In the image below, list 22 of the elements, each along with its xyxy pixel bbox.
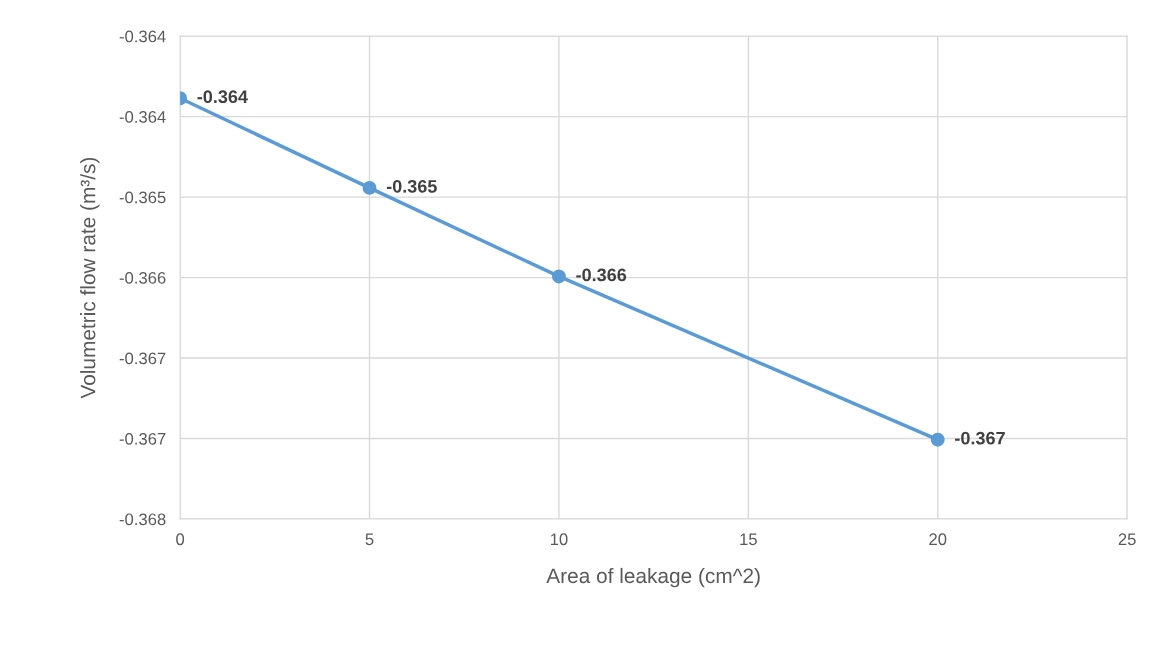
y-tick-label: -0.365	[119, 191, 166, 204]
y-tick-label: -0.366	[119, 271, 166, 284]
x-tick-label: 20	[929, 533, 947, 546]
x-axis-title: Area of leakage (cm^2)	[546, 567, 760, 588]
data-label: -0.364	[197, 90, 248, 104]
data-label: -0.366	[576, 268, 627, 282]
x-tick-label: 25	[1118, 533, 1136, 546]
y-axis-title: Volumetric flow rate (m³/s)	[80, 157, 100, 399]
x-tick-label: 5	[365, 533, 374, 546]
y-tick-label: -0.368	[119, 513, 166, 526]
y-tick-label: -0.367	[119, 432, 166, 445]
x-tick-label: 15	[740, 533, 757, 546]
point	[551, 269, 566, 284]
y-tick-label: -0.364	[119, 111, 166, 123]
point	[362, 180, 377, 195]
x-tick-label: 10	[550, 533, 568, 546]
point	[930, 432, 945, 447]
x-tick-label: 0	[176, 533, 185, 546]
y-tick-label: -0.367	[119, 352, 166, 365]
data-label: -0.365	[386, 179, 437, 193]
y-tick-label: -0.364	[119, 30, 166, 43]
data-label: -0.367	[955, 431, 1005, 445]
